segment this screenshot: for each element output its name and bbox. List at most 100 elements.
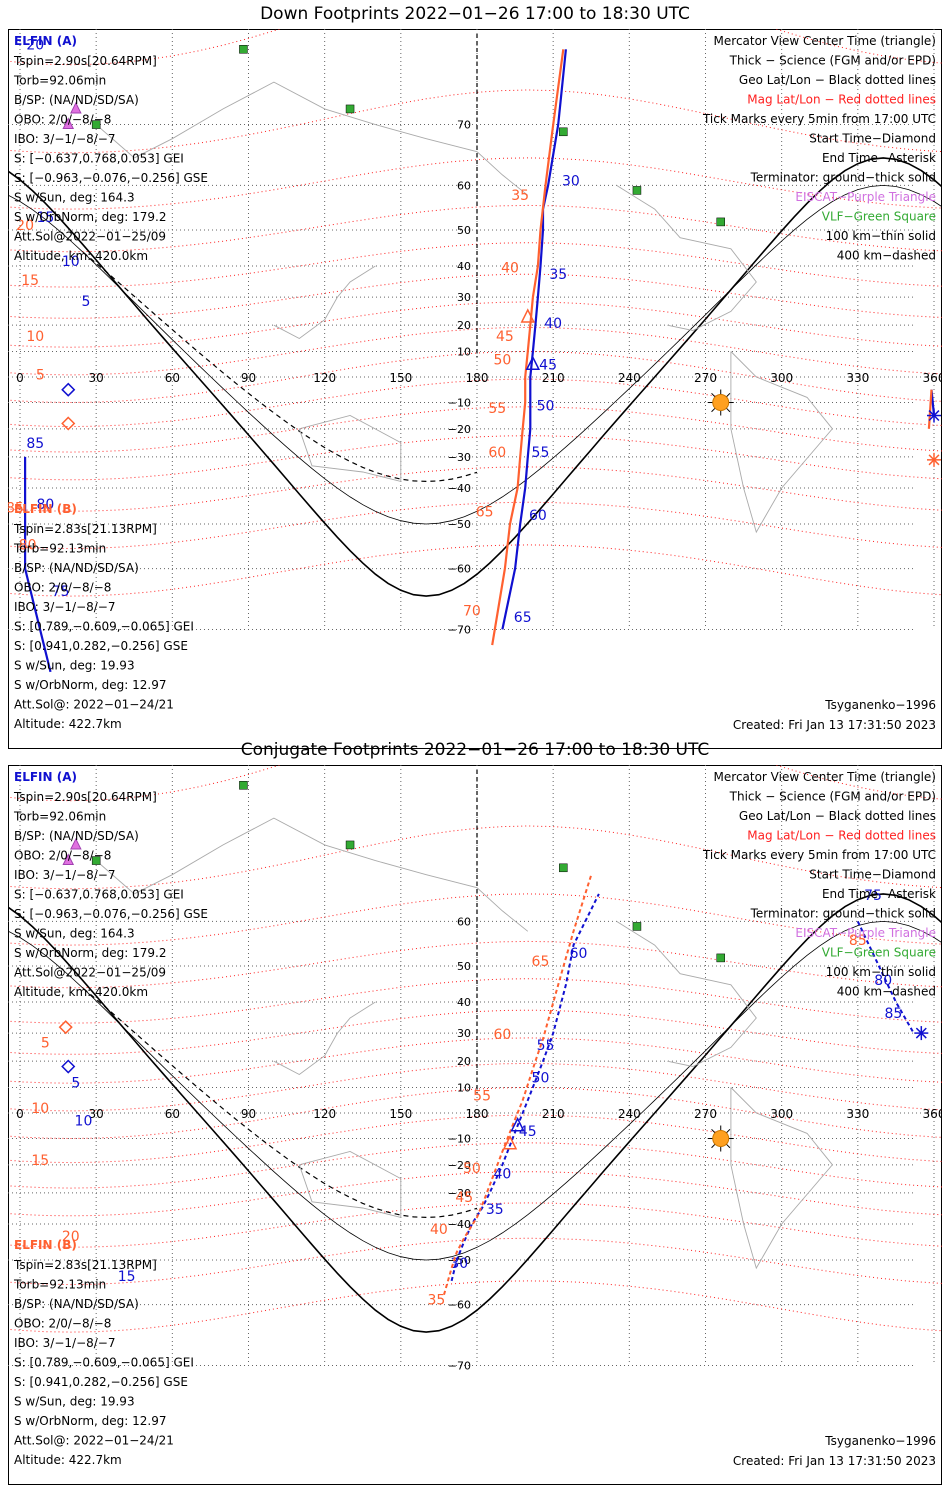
mag-latitude-line <box>8 273 942 319</box>
tick-label-elfin-a: 55 <box>537 1038 555 1054</box>
lon-tick-label: 240 <box>618 1107 641 1121</box>
elfin-a-info-line: IBO: 3/−1/−8/−7 <box>14 868 115 882</box>
mag-latitude-line <box>8 1037 942 1084</box>
elfin-a-info-line: OBO: 2/0/−8/−8 <box>14 849 111 863</box>
tick-label-elfin-b: 20 <box>62 1229 80 1245</box>
elfin-b-info-line: IBO: 3/−1/−8/−7 <box>14 1336 115 1350</box>
start-diamond-b <box>61 416 76 431</box>
tick-label-elfin-a: 40 <box>493 1167 511 1183</box>
coastline-outline <box>298 415 402 482</box>
tick-label-elfin-b: 15 <box>31 1153 49 1169</box>
lat-tick-label: −40 <box>448 482 471 495</box>
lon-tick-label: 210 <box>542 1107 565 1121</box>
mag-latitude-line <box>8 1009 942 1055</box>
legend-entry: End Time−Asterisk <box>822 151 936 165</box>
tick-label-elfin-b: 50 <box>463 1161 481 1177</box>
legend-entry: VLF−Green Square <box>822 946 936 960</box>
eiscat-site-marker <box>70 101 82 114</box>
lon-tick-label: 0 <box>16 371 24 385</box>
center-time-triangle-b <box>520 308 535 323</box>
lat-tick-label: −70 <box>448 1359 471 1372</box>
elfin-a-info-line: Altitude, km: 420.0km <box>14 249 148 263</box>
trajectory-elfin-a <box>24 456 52 673</box>
lat-tick-label: 50 <box>457 960 471 973</box>
elfin-b-header: ELFIN (B) <box>14 502 77 516</box>
mag-latitude-line <box>8 893 942 946</box>
elfin-b-info-line: IBO: 3/−1/−8/−7 <box>14 600 115 614</box>
lon-tick-label: 0 <box>16 1107 24 1121</box>
tick-label-elfin-b: 60 <box>488 445 506 461</box>
elfin-b-info-line: S: [0.789,−0.609,−0.065] GEI <box>14 620 194 634</box>
lat-tick-label: 60 <box>457 915 471 928</box>
mag-latitude-line <box>8 204 942 253</box>
lat-tick-label: −50 <box>448 1254 471 1267</box>
lon-tick-label: 30 <box>89 371 104 385</box>
tick-label-elfin-b: 85 <box>8 501 24 517</box>
legend-entry: VLF−Green Square <box>822 210 936 224</box>
legend-entry: 400 km−dashed <box>837 249 936 263</box>
lat-tick-label: 70 <box>457 119 471 132</box>
elfin-a-info-line: S w/OrbNorm, deg: 179.2 <box>14 946 166 960</box>
start-diamond-b <box>58 1020 73 1035</box>
lon-tick-label: 90 <box>241 371 256 385</box>
sun-ray <box>726 407 731 413</box>
mag-latitude-line <box>8 435 942 481</box>
center-time-triangle-a <box>525 355 541 371</box>
mag-latitude-line <box>8 466 942 512</box>
tick-label-elfin-b: 20 <box>16 218 34 234</box>
sun-ray <box>726 1128 731 1134</box>
end-asterisk-a <box>928 410 940 422</box>
mag-latitude-line <box>8 242 942 288</box>
sun-ray <box>711 407 716 413</box>
elfin-b-info-line: Tspin=2.83s[21.13RPM] <box>13 1258 157 1272</box>
lat-tick-label: 30 <box>457 1027 471 1040</box>
tick-label-elfin-b: 60 <box>493 1027 511 1043</box>
elfin-a-info-line: Torb=92.06min <box>13 810 106 824</box>
vlf-site-marker <box>91 120 101 129</box>
elfin-b-info-line: OBO: 2/0/−8/−8 <box>14 1317 111 1331</box>
lon-tick-label: 330 <box>846 1107 869 1121</box>
tick-label-elfin-b: 65 <box>532 954 550 970</box>
mag-latitude-line <box>8 1171 942 1217</box>
mag-latitude-line <box>8 940 942 989</box>
elfin-b-header: ELFIN (B) <box>14 1238 77 1252</box>
elfin-b-info-line: S: [0.941,0.282,−0.256] GSE <box>14 639 188 653</box>
lat-tick-label: 30 <box>457 291 471 304</box>
lat-tick-label: 40 <box>457 260 471 273</box>
tick-label-elfin-b: 35 <box>427 1293 445 1309</box>
mag-latitude-line <box>8 1062 942 1112</box>
lon-tick-label: 30 <box>89 1107 104 1121</box>
tick-label-elfin-a: 75 <box>864 888 882 904</box>
vlf-site-marker <box>716 217 725 227</box>
tick-label-elfin-b: 85 <box>849 933 867 949</box>
tick-label-elfin-a: 50 <box>537 398 555 414</box>
mag-latitude-line <box>8 1280 942 1333</box>
mag-latitude-line <box>8 1202 942 1248</box>
tick-label-elfin-a: 15 <box>118 1269 136 1285</box>
legend-entry: Mag Lat/Lon − Red dotted lines <box>747 829 936 843</box>
lat-tick-label: 20 <box>457 1055 471 1068</box>
elfin-a-info-line: S w/Sun, deg: 164.3 <box>14 191 135 205</box>
elfin-b-info-line: S w/Sun, deg: 19.93 <box>14 659 135 673</box>
lat-tick-label: 20 <box>457 319 471 332</box>
legend-entry: Start Time−Diamond <box>809 868 936 882</box>
tick-label-elfin-b: 45 <box>496 329 514 345</box>
coastline-outline <box>730 1087 833 1270</box>
legend-entry: 400 km−dashed <box>837 985 936 999</box>
sun-ray <box>726 1143 731 1149</box>
down-footprints-map: 0 30 60 90 120 150 180 210 240 270 300 330 360 70 60 50… <box>8 29 942 732</box>
mag-latitude-line <box>8 301 942 348</box>
lat-tick-label: −30 <box>448 451 471 464</box>
tick-label-elfin-a: 10 <box>62 254 80 270</box>
mag-latitude-line <box>8 978 942 1024</box>
lat-tick-label: 50 <box>457 224 471 237</box>
lat-tick-label: −20 <box>448 423 471 436</box>
trajectory-elfin-b <box>927 389 933 429</box>
tick-label-elfin-a: 85 <box>26 436 44 452</box>
mag-latitude-line <box>8 501 942 550</box>
lon-tick-label: 270 <box>694 371 717 385</box>
lon-tick-label: 270 <box>694 1107 717 1121</box>
coastline-outline <box>730 351 833 534</box>
eiscat-site-marker <box>62 853 75 866</box>
lat-tick-label: 60 <box>457 179 471 192</box>
